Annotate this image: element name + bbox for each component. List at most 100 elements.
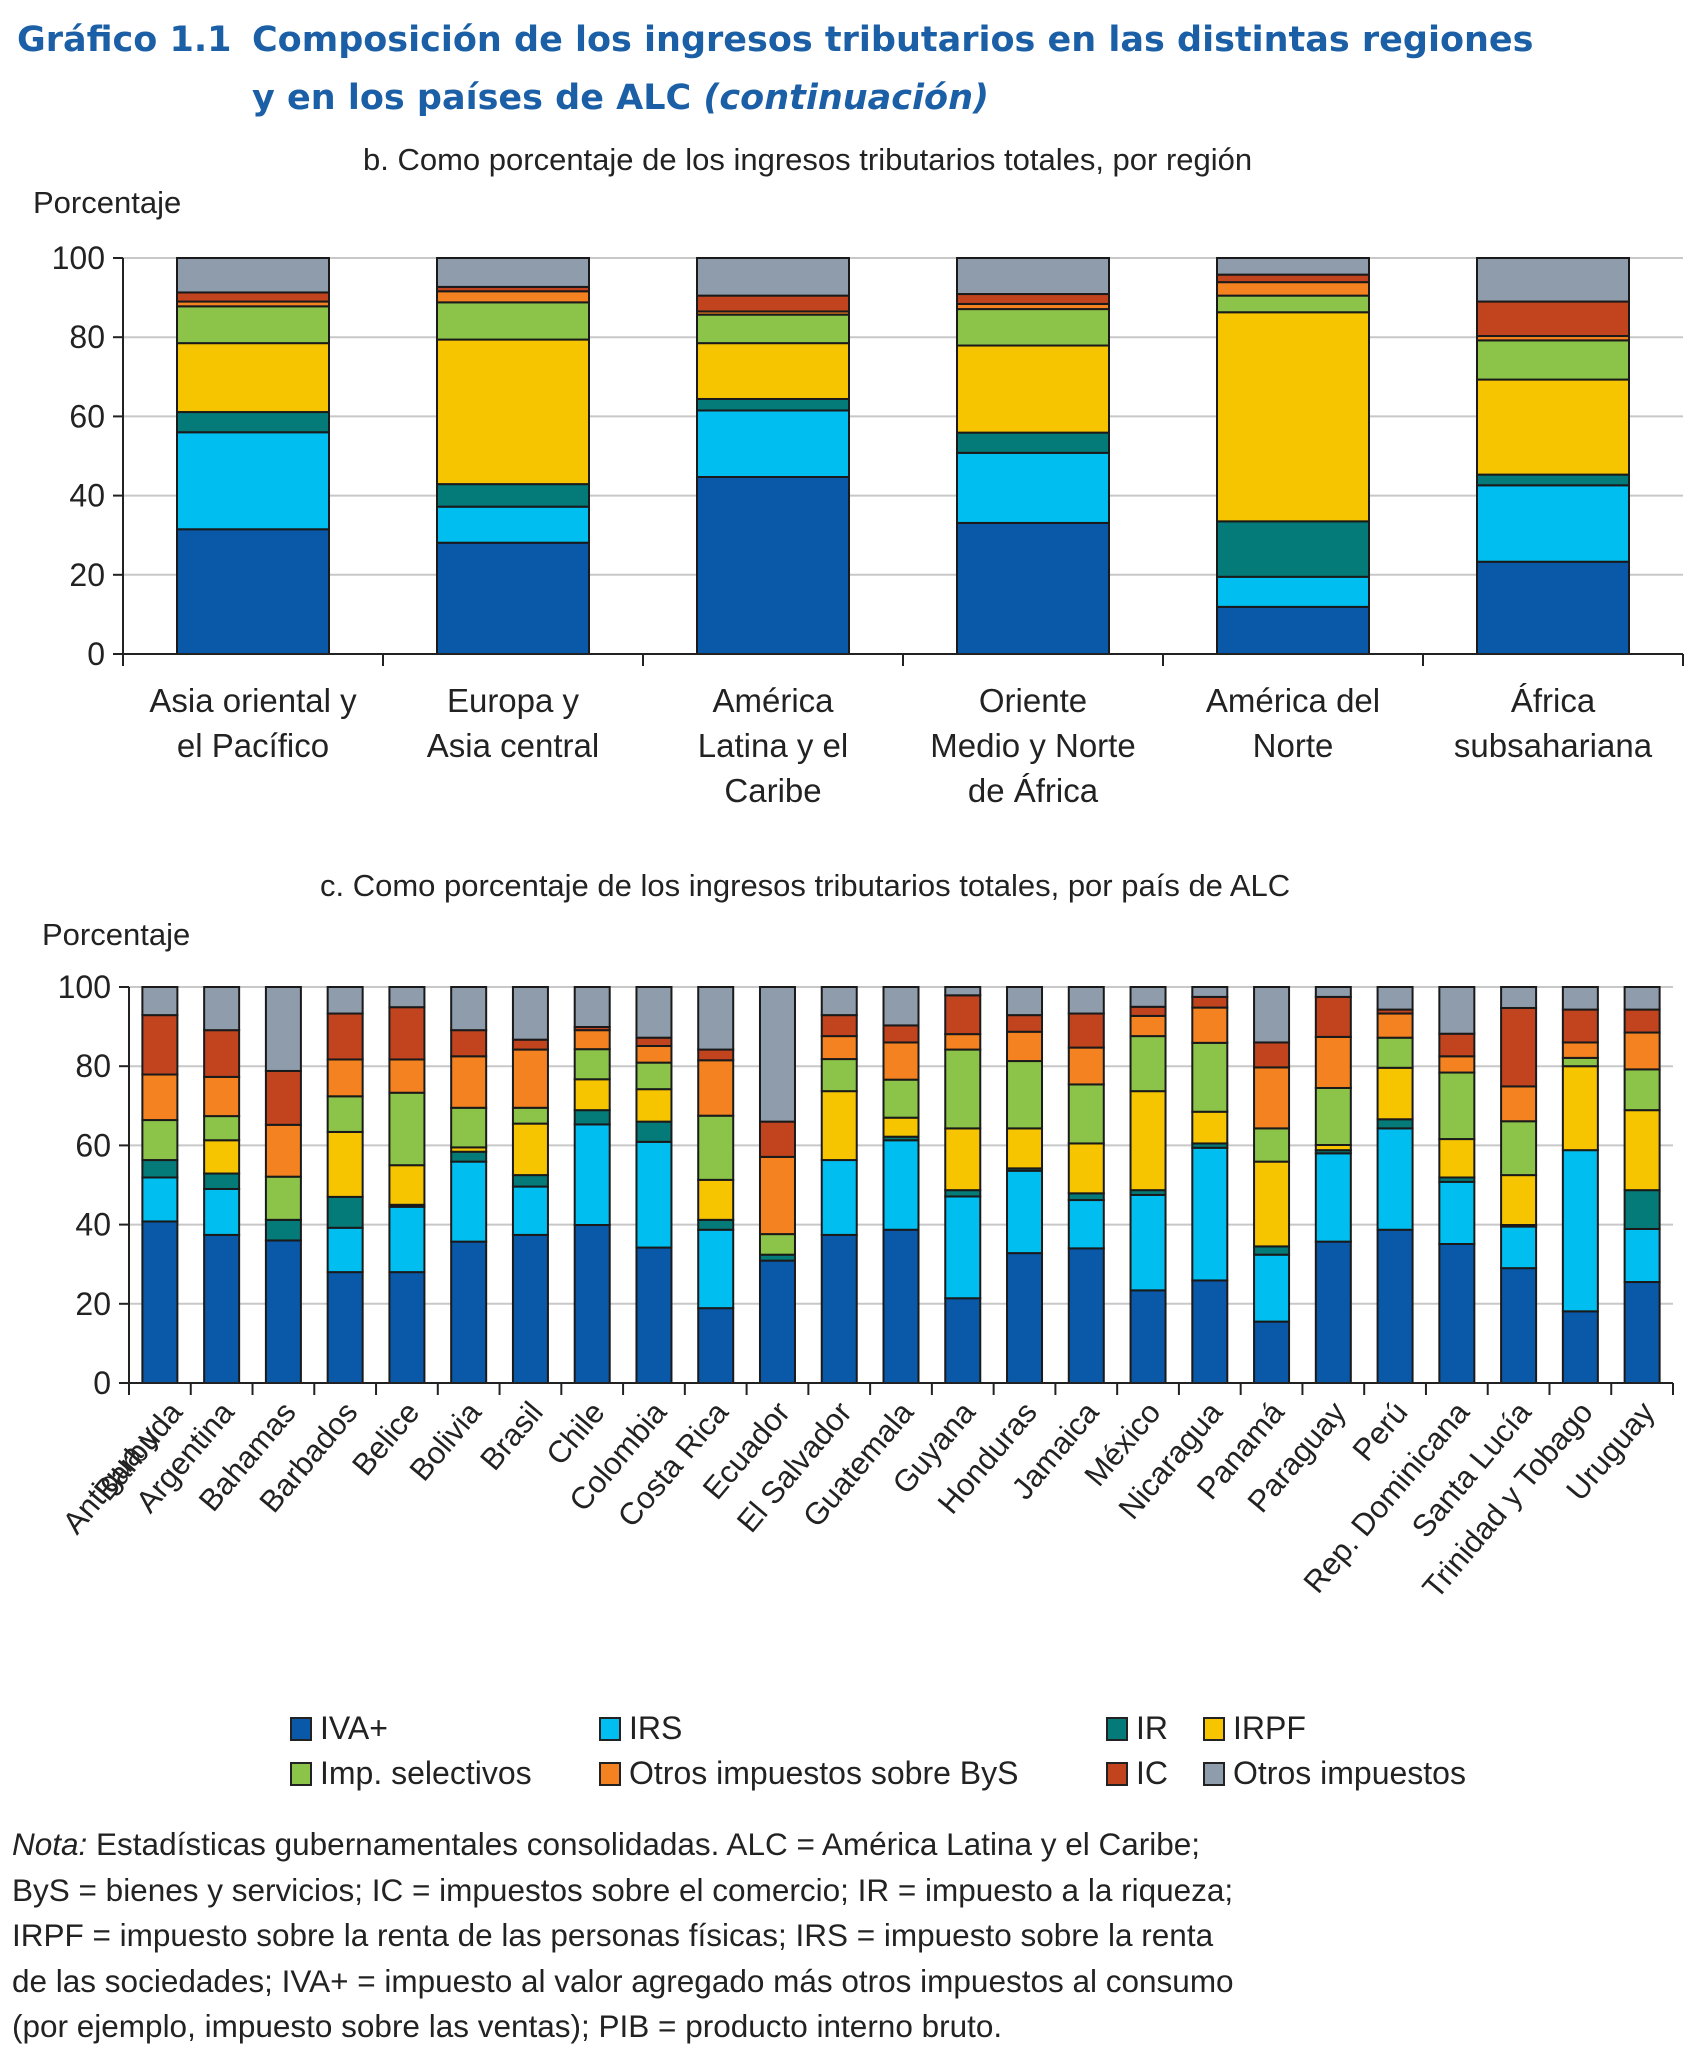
legend-item-sel: Imp. selectivos (290, 1755, 532, 1792)
chart-c-segment-ir (264, 1218, 302, 1242)
chart-c-bar-22 (1500, 986, 1538, 1385)
chart-c-segment-ir (697, 1218, 735, 1231)
chart-c-segment-otros-impuestos (882, 986, 920, 1027)
chart-c-segment-ic (450, 1029, 488, 1058)
chart-c-segment-otros-impuestos (1067, 986, 1105, 1015)
chart-c-segment-ic (141, 1014, 179, 1076)
chart-c-segment-imp-selectivos (820, 1058, 858, 1093)
chart-c-segment-ir (511, 1174, 549, 1188)
chart-c-segment-irs (1500, 1225, 1538, 1270)
chart-c-segment-iva- (1253, 1320, 1291, 1384)
chart-c-bar-0 (141, 986, 179, 1384)
chart-c-segment-iva- (1500, 1267, 1538, 1385)
chart-b-segment-irpf (176, 342, 330, 414)
chart-c-segment-iva- (820, 1233, 858, 1384)
chart-c-segment-irs (1623, 1227, 1661, 1284)
chart-c-segment-otros-impuestos-sobre-bys (388, 1058, 426, 1094)
chart-b-xtick-label: Europa y (447, 682, 580, 719)
chart-c-segment-ic (1006, 1014, 1044, 1033)
chart-c-segment-otros-impuestos-sobre-bys (1438, 1055, 1476, 1074)
chart-c-segment-ir (1253, 1245, 1291, 1256)
chart-c-segment-iva- (1191, 1279, 1229, 1385)
chart-c-segment-irs (1067, 1199, 1105, 1250)
chart-b-bar-2 (696, 257, 850, 655)
legend-label-irpf: IRPF (1233, 1710, 1306, 1746)
chart-c-segment-irs (635, 1140, 673, 1249)
chart-c-bar-3 (326, 986, 364, 1384)
chart-c-segment-iva- (326, 1271, 364, 1384)
chart-c-segment-imp-selectivos (326, 1095, 364, 1133)
chart-c-segment-irpf (573, 1078, 611, 1112)
chart-c-segment-iva- (203, 1233, 241, 1384)
chart-c-segment-ic (758, 1120, 796, 1158)
chart-b-segment-irs (956, 451, 1110, 524)
chart-c-segment-irpf (326, 1130, 364, 1198)
chart-b-segment-irpf (436, 338, 590, 486)
chart-c-segment-iva- (1623, 1281, 1661, 1385)
chart-b-segment-iva- (696, 475, 850, 655)
chart-c-segment-otros-impuestos-sobre-bys (944, 1033, 982, 1051)
chart-c-segment-irpf (944, 1127, 982, 1192)
chart-c-segment-otros-impuestos-sobre-bys (697, 1059, 735, 1117)
chart-c-segment-iva- (264, 1239, 302, 1384)
chart-c-segment-iva- (450, 1240, 488, 1385)
chart-c-segment-otros-impuestos (1314, 986, 1352, 998)
chart-b-bar-0 (176, 257, 330, 656)
legend-swatch-iva (290, 1716, 312, 1741)
chart-b-segment-irpf (696, 342, 850, 400)
chart-c-segment-ic (264, 1069, 302, 1126)
chart-c-segment-imp-selectivos (697, 1114, 735, 1181)
chart-b-ytick-label: 0 (87, 636, 105, 672)
chart-c-segment-ic (1623, 1008, 1661, 1034)
chart-c-segment-otros-impuestos-sobre-bys (1006, 1030, 1044, 1063)
chart-c-bar-4 (388, 986, 426, 1384)
chart-c-ytick-label: 80 (75, 1048, 111, 1084)
chart-c-segment-otros-impuestos-sobre-bys (511, 1048, 549, 1109)
chart-c-segment-otros-impuestos-sobre-bys (1067, 1046, 1105, 1086)
chart-b-ytick-label: 60 (69, 398, 105, 434)
chart-b-xtick-label: el Pacífico (177, 727, 329, 764)
chart-c-ytick-label: 60 (75, 1127, 111, 1163)
chart-c-segment-iva- (511, 1233, 549, 1384)
chart-b-bar-1 (436, 257, 590, 655)
chart-c-bar-16 (1129, 986, 1167, 1385)
chart-b-title: b. Como porcentaje de los ingresos tribu… (363, 142, 1253, 177)
chart-b-xtick-label: Medio y Norte (930, 727, 1135, 764)
chart-c-segment-imp-selectivos (1253, 1127, 1291, 1163)
chart-c-xtick-label: Brasil (473, 1395, 550, 1477)
chart-b-xtick-label: Latina y el (698, 727, 848, 764)
chart-c-segment-irs (573, 1123, 611, 1226)
chart-b-xtick-label: América (712, 682, 834, 719)
chart-c-segment-imp-selectivos (264, 1175, 302, 1221)
chart-c-segment-otros-impuestos-sobre-bys (635, 1045, 673, 1064)
legend-label-ic: IC (1136, 1755, 1168, 1791)
chart-b-bar-4 (1216, 257, 1370, 655)
chart-c-segment-otros-impuestos-sobre-bys (882, 1041, 920, 1081)
chart-c-segment-irs (697, 1228, 735, 1310)
chart-c-segment-otros-impuestos (573, 986, 611, 1028)
chart-c-segment-otros-impuestos (1191, 986, 1229, 998)
chart-c-segment-irs (326, 1226, 364, 1274)
chart-b-segment-irpf (1476, 378, 1630, 476)
chart-c-bar-11 (820, 986, 858, 1384)
chart-c-segment-irpf (511, 1122, 549, 1177)
chart-c-segment-ic (326, 1012, 364, 1061)
chart-c-segment-imp-selectivos (1500, 1120, 1538, 1177)
chart-c-segment-iva- (141, 1220, 179, 1384)
chart-c-title: c. Como porcentaje de los ingresos tribu… (320, 868, 1291, 903)
chart-b-bar-5 (1476, 257, 1630, 655)
chart-c-segment-irpf (1623, 1109, 1661, 1192)
chart-c-bar-2 (264, 986, 302, 1384)
chart-b-segment-ir (1216, 520, 1370, 578)
legend-item-irpf: IRPF (1203, 1710, 1306, 1747)
chart-c-segment-otros-impuestos (388, 986, 426, 1009)
legend-label-sel: Imp. selectivos (320, 1755, 532, 1791)
chart-c-bar-23 (1561, 986, 1599, 1384)
chart-b-xtick-label: África (1511, 682, 1596, 719)
chart-b-segment-imp-selectivos (176, 305, 330, 345)
chart-c-segment-ic (1561, 1008, 1599, 1044)
legend-swatch-otros (1203, 1761, 1225, 1786)
chart-c-bar-20 (1376, 986, 1414, 1385)
chart-c-segment-otros-impuestos (326, 986, 364, 1015)
chart-b-segment-iva- (176, 528, 330, 656)
